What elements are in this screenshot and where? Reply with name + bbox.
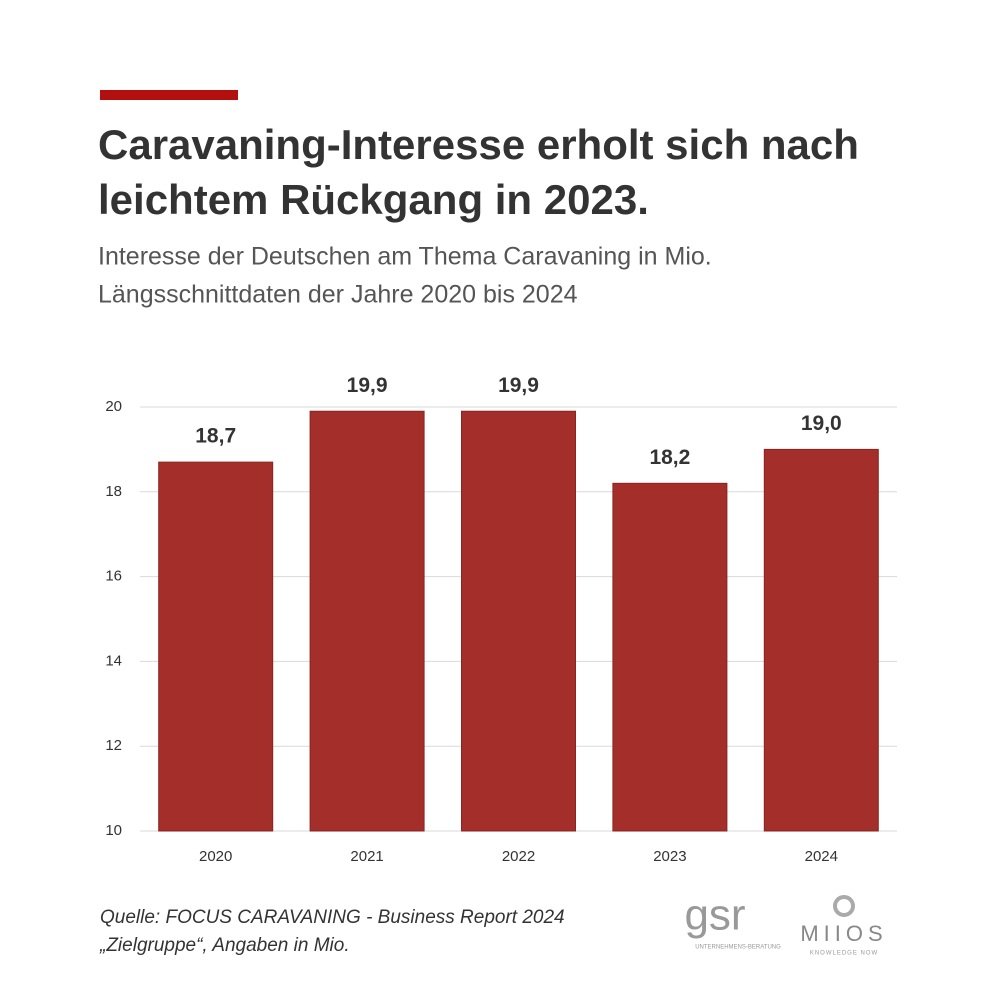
logo: gsr xyxy=(684,891,745,940)
chart-subtitle: Interesse der Deutschen am Thema Caravan… xyxy=(98,243,712,271)
bar xyxy=(612,482,728,832)
y-tick-label: 12 xyxy=(105,737,122,754)
chart-title: Caravaning-Interesse erholt sich nach xyxy=(98,121,859,168)
logo: MIIOS xyxy=(800,921,887,946)
accent-bar xyxy=(100,90,238,100)
x-tick-label: 2023 xyxy=(653,848,686,865)
chart-subtitle: Längsschnittdaten der Jahre 2020 bis 202… xyxy=(98,281,578,309)
logo-tagline: KNOWLEDGE NOW xyxy=(810,951,878,957)
value-label: 18,2 xyxy=(649,446,690,469)
x-tick-label: 2021 xyxy=(350,848,383,865)
x-tick-label: 2022 xyxy=(502,848,535,865)
bar xyxy=(763,448,879,832)
y-tick-label: 10 xyxy=(105,822,122,839)
y-tick-label: 18 xyxy=(105,483,122,500)
value-label: 19,9 xyxy=(347,374,388,397)
value-label: 19,9 xyxy=(498,374,539,397)
chart-title: leichtem Rückgang in 2023. xyxy=(98,176,649,223)
value-label: 18,7 xyxy=(195,425,236,448)
y-tick-label: 20 xyxy=(105,398,122,415)
value-label: 19,0 xyxy=(801,412,842,435)
bar xyxy=(309,410,425,832)
source: Quelle: FOCUS CARAVANING - Business Repo… xyxy=(100,907,565,928)
logo-tagline: UNTERNEHMENS-BERATUNG xyxy=(695,945,781,951)
logo-icon xyxy=(833,895,855,917)
bar xyxy=(158,461,274,832)
x-tick-label: 2024 xyxy=(805,848,838,865)
y-tick-label: 16 xyxy=(105,568,122,585)
source: „Zielgruppe“, Angaben in Mio. xyxy=(99,935,350,956)
x-tick-label: 2020 xyxy=(199,848,232,865)
bar xyxy=(461,410,576,832)
y-tick-label: 14 xyxy=(105,652,122,669)
